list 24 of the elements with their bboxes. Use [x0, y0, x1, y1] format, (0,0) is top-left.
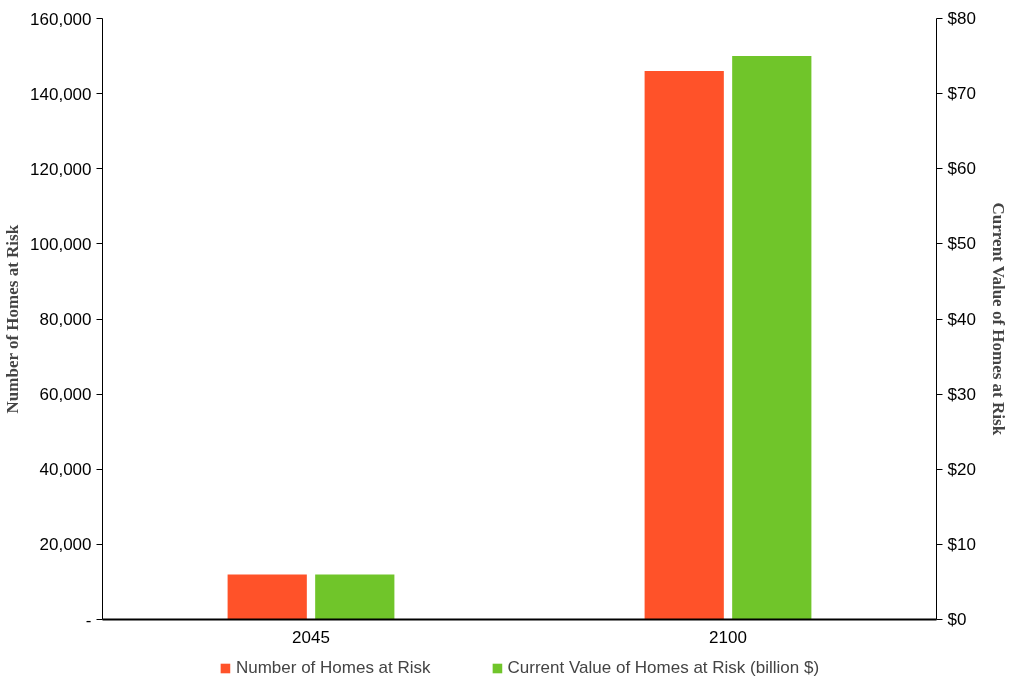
y2-tick-label: $30	[947, 384, 976, 404]
y2-axis-title: Current Value of Homes at Risk	[988, 202, 1008, 436]
y-tick-label: 140,000	[30, 84, 92, 104]
y-tick-label: -	[85, 610, 92, 630]
y-axis-title: Number of Homes at Risk	[3, 224, 23, 414]
legend-label: Number of Homes at Risk	[235, 657, 431, 678]
y-tick-label: 160,000	[30, 9, 92, 29]
y2-tick-label: $20	[947, 459, 976, 479]
y-tick-label: 80,000	[39, 310, 92, 329]
legend-label: Current Value of Homes at Risk (billion $)	[507, 657, 820, 678]
y2-tick-label: $80	[947, 9, 976, 28]
x-tick-label: 2045	[292, 627, 330, 647]
x-tick-label: 2100	[709, 627, 747, 647]
y2-tick-label: $60	[947, 159, 976, 179]
y-tick-label: 120,000	[30, 159, 92, 179]
y2-tick-label: $0	[947, 610, 967, 629]
y2-tick-label: $70	[947, 84, 976, 104]
y2-tick-label: $10	[947, 534, 976, 554]
y-tick-label: 60,000	[39, 385, 92, 405]
y-tick-label: 100,000	[30, 234, 92, 254]
y2-tick-label: $50	[947, 234, 976, 254]
y-tick-label: 40,000	[39, 460, 92, 480]
y-tick-label: 20,000	[39, 535, 92, 555]
y2-tick-label: $40	[947, 309, 976, 329]
